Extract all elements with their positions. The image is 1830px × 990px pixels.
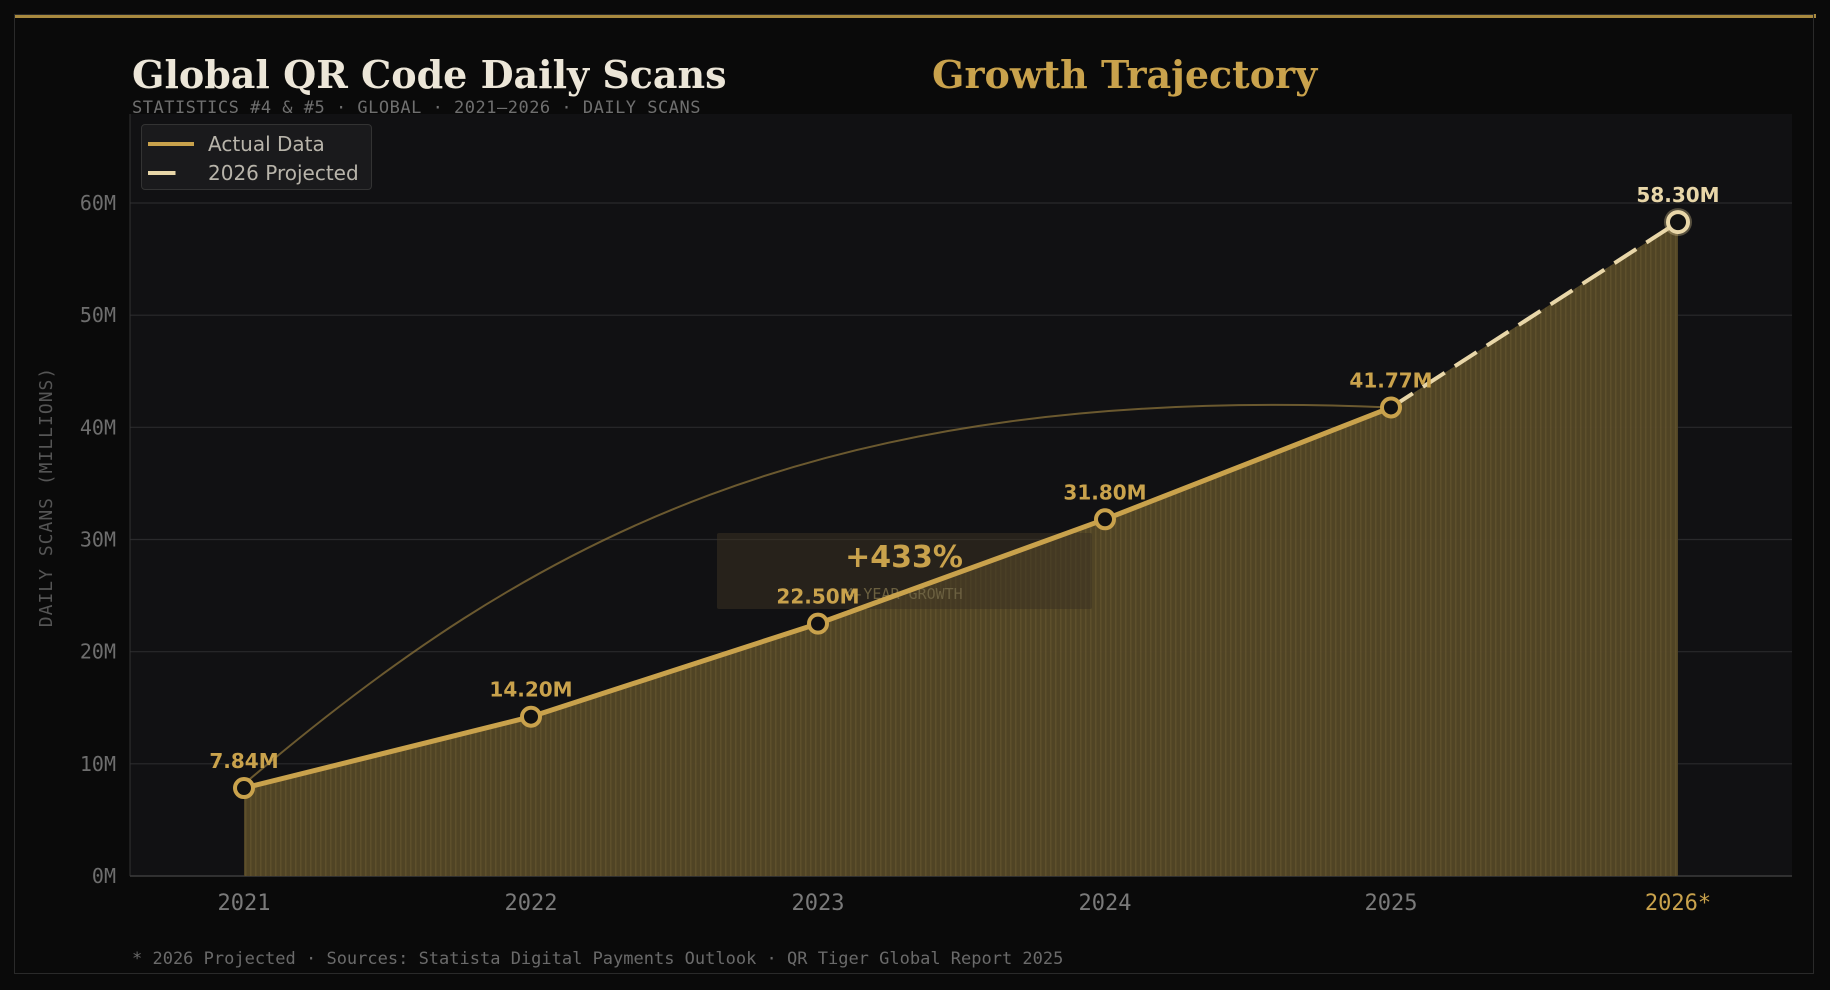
area-segment-tint (1105, 407, 1391, 876)
chart-subtitle: STATISTICS #4 & #5 · GLOBAL · 2021–2026 … (132, 98, 701, 118)
y-tick-label: 0M (92, 864, 116, 888)
area-fill (244, 222, 1678, 876)
y-tick-label: 60M (80, 191, 116, 215)
chart-title: Global QR Code Daily Scans (132, 52, 727, 97)
data-point (807, 612, 829, 635)
growth-arc (243, 403, 1392, 785)
legend-item-actual: Actual Data (148, 132, 325, 156)
data-point (1094, 508, 1116, 531)
area-segment (1105, 407, 1391, 876)
data-point (520, 705, 542, 728)
legend-item-projected: 2026 Projected (148, 161, 359, 185)
y-tick-label: 40M (80, 415, 116, 439)
area-segment-tint (1391, 222, 1678, 876)
growth-arc-curve (243, 403, 1392, 785)
area-segment (244, 716, 531, 876)
growth-annotation-box (717, 533, 1092, 609)
data-label: 22.50M (776, 585, 859, 609)
area-segment (531, 623, 818, 876)
area-segment (1391, 222, 1678, 876)
data-points (233, 208, 1692, 800)
top-accent-bar (14, 14, 1816, 18)
y-axis-ticks: 0M 10M 20M 30M 40M 50M 60M (80, 191, 116, 888)
data-label: 41.77M (1349, 368, 1432, 392)
chart-frame (14, 14, 1814, 974)
x-tick-label: 2023 (792, 891, 845, 916)
y-tick-label: 10M (80, 752, 116, 776)
data-labels: 7.84M 14.20M 22.50M 31.80M 41.77M 58.30M (209, 183, 1719, 773)
data-point-projected (1666, 210, 1690, 235)
area-segment-tint (244, 716, 531, 876)
x-tick-label: 2026* (1645, 891, 1711, 916)
y-tick-label: 30M (80, 528, 116, 552)
growth-annotation-value: +433% (845, 540, 963, 575)
legend: Actual Data 2026 Projected (141, 124, 372, 190)
x-axis-ticks: 2021 2022 2023 2024 2025 2026* (218, 891, 1712, 916)
data-label: 31.80M (1063, 480, 1146, 504)
x-tick-label: 2022 (505, 891, 558, 916)
legend-swatch-solid (148, 142, 194, 146)
source-footnote: * 2026 Projected · Sources: Statista Dig… (132, 949, 1064, 969)
y-axis-label: DAILY SCANS (MILLIONS) (36, 367, 57, 627)
y-tick-label: 20M (80, 640, 116, 664)
y-tick-label: 50M (80, 303, 116, 327)
legend-swatch-dashed (148, 171, 194, 175)
x-tick-label: 2021 (218, 891, 271, 916)
data-point (233, 777, 255, 800)
legend-label-projected: 2026 Projected (208, 161, 359, 185)
area-segment-tint (531, 623, 818, 876)
data-label: 58.30M (1636, 183, 1719, 207)
x-tick-label: 2025 (1365, 891, 1418, 916)
series-line-projected (1389, 220, 1680, 410)
x-tick-label: 2024 (1079, 891, 1132, 916)
legend-label-actual: Actual Data (208, 132, 325, 156)
data-label: 14.20M (489, 678, 572, 702)
data-point (1380, 396, 1402, 419)
chart-title-accent: Growth Trajectory (932, 52, 1318, 97)
data-label: 7.84M (209, 749, 278, 773)
